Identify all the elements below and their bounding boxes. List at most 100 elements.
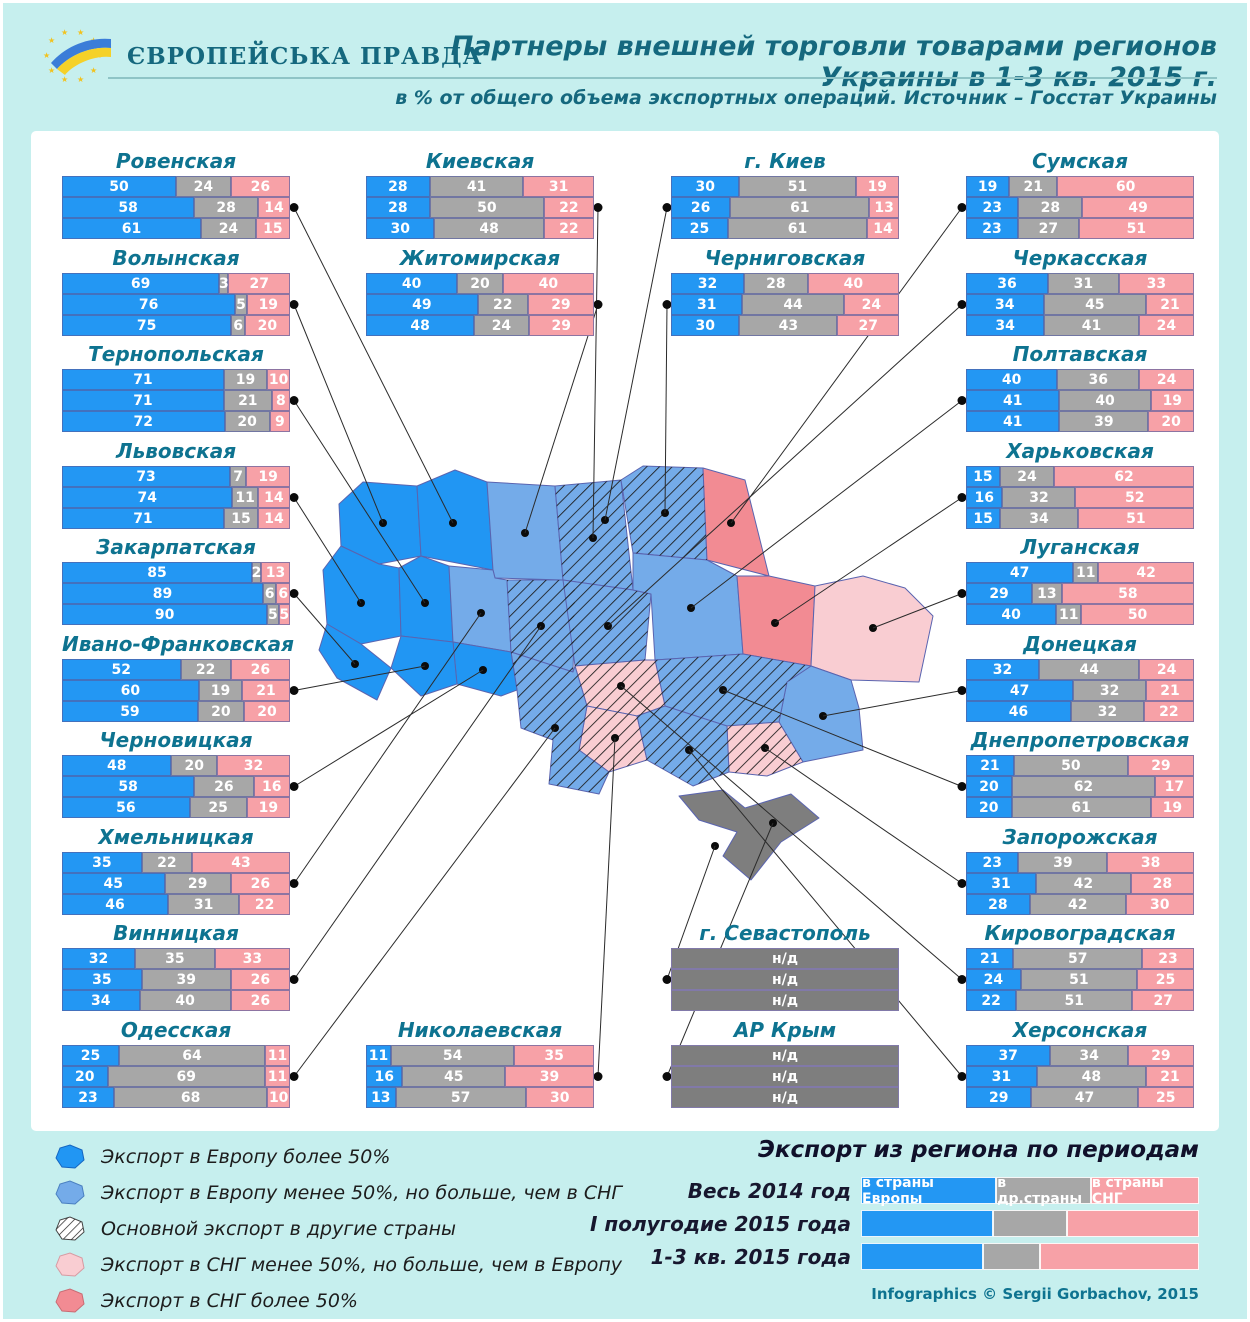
period-bar: 72 20 9	[62, 411, 290, 432]
period-bar: 34 41 24	[966, 315, 1194, 336]
region-title: Николаевская	[397, 1018, 563, 1042]
map-legend-item: Основной экспорт в другие страны	[53, 1211, 622, 1247]
period-bar: 16 32 52	[966, 487, 1194, 508]
bar-segment: 34	[966, 294, 1044, 315]
map-region-dot	[551, 724, 559, 732]
bar-segment: 57	[395, 1087, 526, 1108]
bar-segment: 25	[1137, 1087, 1194, 1108]
region-chart: Волынская 69 3 27 76 5 19 75 6 20	[62, 246, 290, 336]
bar-segment: 14	[258, 197, 290, 218]
bar-segment: 69	[62, 273, 220, 294]
map-region-dot	[769, 819, 777, 827]
region-chart: Житомирская 40 20 40 49 22 29 48 24 29	[366, 246, 594, 336]
bar-segment: 51	[1020, 969, 1137, 990]
period-bar: 20 61 19	[966, 797, 1194, 818]
period-bar: 20 69 11	[62, 1066, 290, 1087]
bar-segment: 50	[429, 197, 544, 218]
page-title: Партнеры внешней торговли товарами регио…	[450, 31, 1217, 93]
map-region-dot	[351, 660, 359, 668]
bar-segment: 22	[543, 197, 594, 218]
region-title: Одесская	[120, 1018, 232, 1042]
bar-segment: 20	[966, 776, 1013, 797]
bar-segment: 6	[262, 583, 277, 604]
bar-segment: 72	[62, 411, 225, 432]
page-subtitle: в % от общего объема экспортных операций…	[395, 87, 1217, 109]
bar-segment: 42	[1029, 894, 1126, 915]
bar-segment: 14	[867, 218, 899, 239]
bar-segment: 48	[62, 755, 172, 776]
map-region	[398, 555, 454, 643]
period-bar: 23 28 49	[966, 197, 1194, 218]
bar-segment-na: н/д	[671, 1087, 899, 1108]
bar-segment: 19	[223, 369, 268, 390]
bar-segment: 11	[232, 487, 258, 508]
region-chart: Львовская 73 7 19 74 11 14 71 15 14	[62, 439, 290, 529]
bar-segment: 31	[966, 873, 1036, 894]
period-bar-segment: в др.страны	[996, 1175, 1091, 1207]
bar-segment: 48	[1036, 1066, 1147, 1087]
period-bar: 59 20 20	[62, 701, 290, 722]
svg-text:★: ★	[61, 28, 68, 37]
period-bar: 31 42 28	[966, 873, 1194, 894]
period-bar: 13 57 30	[366, 1087, 594, 1108]
bar-segment: 57	[1013, 948, 1143, 969]
map-region-dot	[711, 842, 719, 850]
bar-segment: 11	[1073, 562, 1099, 583]
bar-segment: 20	[457, 273, 503, 294]
region-title: Львовская	[115, 439, 237, 463]
bar-segment: 59	[62, 701, 198, 722]
region-title: Днепропетровская	[970, 728, 1190, 752]
map-region-dot	[537, 622, 545, 630]
period-legend: Экспорт из региона по периодам Весь 2014…	[563, 1137, 1199, 1276]
bar-segment: 69	[107, 1066, 265, 1087]
period-bar: 61 24 15	[62, 218, 290, 239]
bar-segment: 41	[966, 411, 1060, 432]
bar-segment: 15	[255, 218, 290, 239]
bar-segment: 19	[1150, 797, 1194, 818]
bar-segment: 85	[62, 562, 252, 583]
period-bar: 49 22 29	[366, 294, 594, 315]
period-legend-row: Весь 2014 год в страны Европы в др.страны в…	[563, 1175, 1199, 1207]
period-bar: н/д	[671, 1087, 899, 1108]
region-chart: г. Севастополь н/д н/д н/д	[671, 921, 899, 1011]
bar-segment: 71	[62, 369, 224, 390]
bar-segment: 33	[1118, 273, 1194, 294]
bar-segment: 22	[1143, 701, 1194, 722]
bar-segment: 28	[366, 197, 430, 218]
bar-segment: 11	[264, 1045, 290, 1066]
period-bar: 11 54 35	[366, 1045, 594, 1066]
region-title: Ровенская	[115, 149, 237, 173]
period-bar: н/д	[671, 1066, 899, 1087]
bar-segment: 27	[228, 273, 290, 294]
bar-segment: 32	[62, 948, 135, 969]
period-bar: 22 51 27	[966, 990, 1194, 1011]
period-bar: 76 5 19	[62, 294, 290, 315]
bar-segment: 19	[246, 466, 290, 487]
period-bar: 35 22 43	[62, 852, 290, 873]
bar-segment: 30	[525, 1087, 594, 1108]
bar-segment: 21	[1009, 176, 1058, 197]
region-title: Хмельницкая	[98, 825, 254, 849]
period-bar: 71 19 10	[62, 369, 290, 390]
period-bar: 52 22 26	[62, 659, 290, 680]
bar-segment: 43	[191, 852, 290, 873]
region-title: Винницкая	[113, 921, 239, 945]
bar-segment: 25	[62, 1045, 119, 1066]
bar-segment: 44	[742, 294, 844, 315]
bar-segment: 31	[1048, 273, 1119, 294]
region-chart: г. Киев 30 51 19 26 61 13 25 61 14	[671, 149, 899, 239]
map-legend: Экспорт в Европу более 50% Экспорт в Евро…	[53, 1139, 622, 1319]
period-bar: 41 40 19	[966, 390, 1194, 411]
bar-segment: 40	[807, 273, 899, 294]
period-legend-row: 1-3 кв. 2015 года	[563, 1243, 1199, 1270]
bar-segment: 47	[966, 562, 1074, 583]
bar-segment: 27	[837, 315, 899, 336]
bar-segment: 10	[267, 369, 290, 390]
period-bar: 23 39 38	[966, 852, 1194, 873]
period-bar-segment: в страны Европы	[861, 1175, 997, 1207]
bar-segment-na: н/д	[671, 969, 899, 990]
bar-segment: 32	[966, 659, 1039, 680]
bar-segment: 22	[477, 294, 528, 315]
bar-segment: 29	[528, 315, 594, 336]
